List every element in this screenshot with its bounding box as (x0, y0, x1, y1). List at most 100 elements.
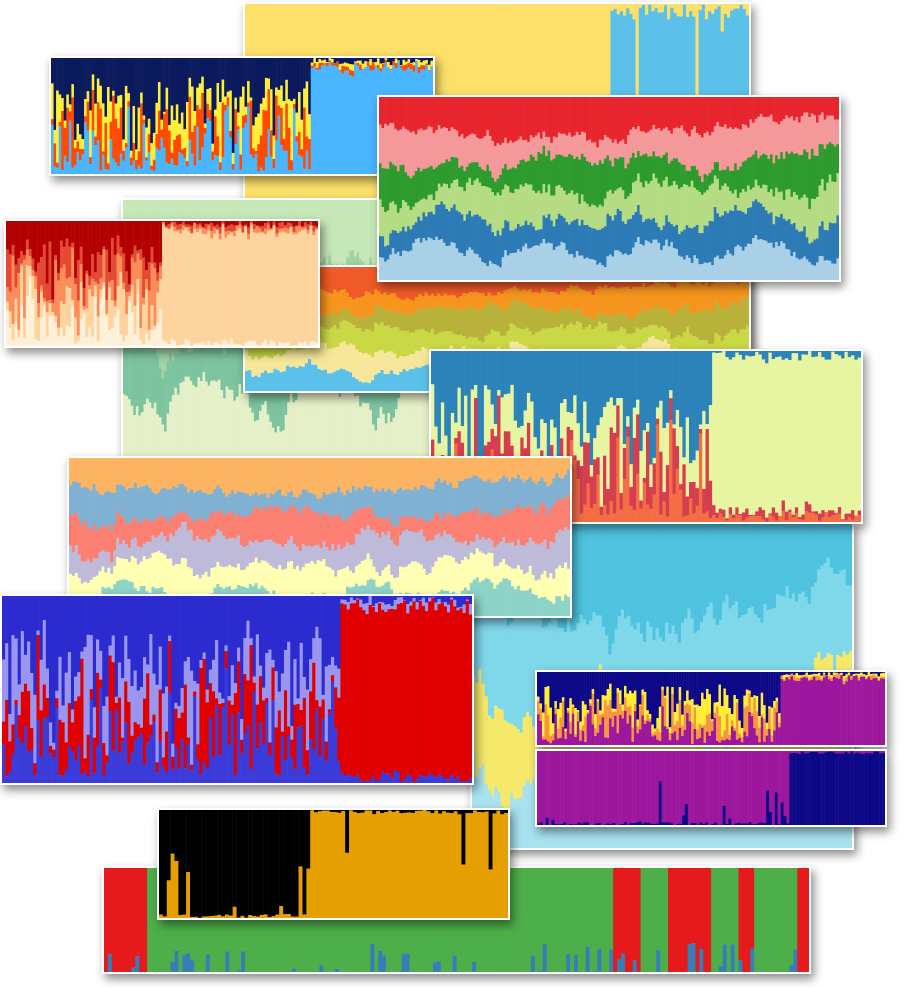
bar-segment (532, 606, 536, 727)
bar-segment (805, 237, 809, 260)
bar-segment (144, 333, 149, 346)
bar-segment (493, 304, 498, 332)
bar-segment (394, 58, 398, 59)
bar-segment (251, 341, 255, 360)
bar-segment (519, 732, 523, 798)
bar-segment (687, 524, 691, 609)
bar-segment (315, 62, 319, 68)
bar-segment (516, 610, 520, 730)
bar-segment (104, 58, 108, 117)
bar-segment (706, 607, 710, 676)
bar-segment (473, 214, 477, 254)
bar-segment (679, 307, 684, 337)
bar-segment (59, 301, 63, 328)
bar-segment (188, 77, 192, 97)
bar-segment (91, 221, 95, 255)
bar-segment (361, 63, 365, 69)
bar-segment (374, 365, 378, 431)
bar-segment (215, 224, 219, 230)
bar-segment (668, 633, 672, 684)
bar-segment (384, 58, 388, 60)
bar-segment (414, 202, 418, 223)
bar-segment (394, 128, 398, 166)
bar-segment (831, 181, 835, 224)
bar-segment (698, 424, 703, 430)
bar-segment (532, 779, 536, 848)
bar-segment (601, 163, 605, 207)
bar-segment (688, 97, 692, 137)
bar-segment (582, 316, 586, 329)
bar-segment (700, 524, 704, 623)
bar-segment (62, 221, 66, 247)
bar-segment (603, 198, 607, 227)
bar-segment (445, 208, 449, 247)
bar-segment (593, 503, 597, 522)
bar-segment (42, 298, 46, 302)
bar-segment (652, 239, 656, 280)
bar-segment (695, 337, 699, 355)
bar-segment (424, 292, 429, 308)
bar-segment (684, 524, 688, 619)
bar-segment (367, 4, 372, 392)
bar-segment (463, 138, 467, 172)
bar-segment (692, 351, 696, 461)
bar-segment (389, 202, 393, 234)
bar-segment (738, 354, 743, 515)
bar-segment (673, 337, 677, 349)
bar-segment (157, 110, 161, 151)
bar-segment (665, 176, 669, 216)
bar-segment (230, 231, 234, 233)
bar-segment (208, 88, 212, 111)
bar-segment (511, 142, 515, 168)
bar-segment (475, 584, 479, 683)
bar-segment (619, 493, 624, 510)
bar-segment (679, 426, 683, 485)
bar-segment (745, 280, 749, 298)
bar-segment (545, 136, 548, 157)
bar-segment (359, 60, 362, 65)
bar-segment (619, 211, 623, 253)
bar-segment (509, 323, 514, 342)
bar-segment (690, 97, 694, 130)
bar-segment (670, 224, 674, 243)
bar-segment (427, 307, 432, 333)
bar-segment (210, 221, 214, 224)
bar-segment (252, 229, 256, 233)
bar-segment (45, 301, 49, 313)
bar-segment (547, 328, 551, 351)
bar-segment (58, 58, 62, 95)
bar-segment (657, 242, 661, 280)
bar-segment (119, 94, 123, 108)
bar-segment (828, 174, 832, 223)
bar-segment (367, 383, 372, 391)
bar-segment (105, 249, 109, 301)
bar-segment (647, 156, 651, 184)
bar-segment (259, 410, 262, 458)
bar-segment (736, 128, 740, 170)
bar-segment (544, 309, 548, 329)
bar-segment (144, 289, 149, 334)
bar-segment (736, 4, 740, 9)
bar-segment (708, 135, 712, 173)
bar-segment (224, 340, 228, 346)
bar-segment (430, 66, 433, 68)
bar-segment (405, 312, 410, 332)
bar-segment (520, 351, 524, 427)
bar-segment (569, 308, 573, 323)
bar-segment (703, 97, 707, 134)
bar-segment (659, 451, 663, 515)
bar-segment (578, 322, 583, 356)
bar-segment (610, 4, 614, 11)
bar-segment (264, 156, 268, 174)
bar-segment (122, 289, 126, 342)
bar-segment (396, 297, 400, 314)
bar-segment (593, 97, 597, 143)
bar-segment (295, 350, 299, 369)
bar-segment (458, 97, 462, 137)
bar-segment (603, 267, 607, 280)
bar-segment (221, 221, 225, 224)
bar-segment (271, 427, 275, 458)
bar-segment (586, 97, 589, 141)
bar-segment (692, 313, 696, 337)
bar-segment (670, 316, 674, 340)
